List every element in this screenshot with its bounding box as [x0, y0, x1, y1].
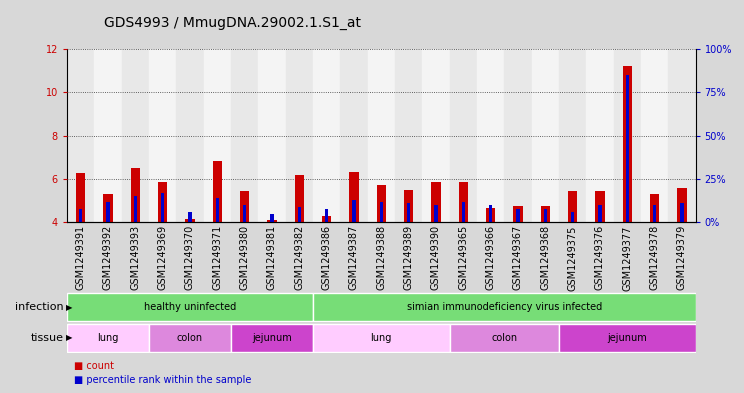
Bar — [76, 173, 86, 222]
Bar — [94, 49, 121, 222]
Bar — [598, 205, 602, 222]
Text: ▶: ▶ — [66, 303, 73, 312]
Bar — [243, 205, 246, 222]
Text: GDS4993 / MmugDNA.29002.1.S1_at: GDS4993 / MmugDNA.29002.1.S1_at — [104, 16, 361, 30]
Bar — [270, 214, 274, 222]
Bar — [668, 49, 696, 222]
Bar — [204, 49, 231, 222]
Bar — [286, 49, 313, 222]
Bar — [449, 324, 559, 352]
Bar — [240, 191, 249, 222]
Bar — [67, 293, 313, 321]
Bar — [231, 49, 258, 222]
Bar — [532, 49, 559, 222]
Bar — [349, 171, 359, 222]
Bar — [121, 49, 149, 222]
Bar — [231, 324, 313, 352]
Bar — [313, 49, 340, 222]
Bar — [626, 75, 629, 222]
Bar — [568, 191, 577, 222]
Bar — [641, 49, 668, 222]
Bar — [134, 196, 137, 222]
Bar — [130, 168, 140, 222]
Text: tissue: tissue — [31, 333, 63, 343]
Bar — [407, 203, 410, 222]
Bar — [325, 209, 328, 222]
Text: colon: colon — [177, 333, 203, 343]
Bar — [106, 202, 109, 222]
Bar — [176, 49, 204, 222]
Bar — [267, 220, 277, 222]
Bar — [188, 212, 192, 222]
Bar — [395, 49, 423, 222]
Bar — [404, 190, 414, 222]
Bar — [213, 161, 222, 222]
Bar — [614, 49, 641, 222]
Bar — [449, 49, 477, 222]
Bar — [595, 191, 605, 222]
Bar — [559, 49, 586, 222]
Bar — [541, 206, 550, 222]
Bar — [513, 206, 523, 222]
Text: simian immunodeficiency virus infected: simian immunodeficiency virus infected — [407, 302, 602, 312]
Bar — [586, 49, 614, 222]
Text: lung: lung — [371, 333, 392, 343]
Text: ▶: ▶ — [66, 333, 73, 342]
Bar — [376, 185, 386, 222]
Bar — [571, 212, 574, 222]
Bar — [79, 209, 83, 222]
Bar — [650, 194, 659, 222]
Bar — [677, 188, 687, 222]
Bar — [149, 49, 176, 222]
Bar — [489, 205, 493, 222]
Text: infection: infection — [15, 302, 63, 312]
Bar — [67, 49, 94, 222]
Bar — [423, 49, 449, 222]
Bar — [149, 324, 231, 352]
Bar — [653, 205, 656, 222]
Text: jejunum: jejunum — [607, 333, 647, 343]
Bar — [516, 209, 519, 222]
Text: jejunum: jejunum — [252, 333, 292, 343]
Bar — [353, 200, 356, 222]
Bar — [458, 182, 468, 222]
Text: lung: lung — [97, 333, 118, 343]
Text: healthy uninfected: healthy uninfected — [144, 302, 236, 312]
Text: ■ count: ■ count — [74, 361, 115, 371]
Bar — [322, 216, 331, 222]
Bar — [103, 194, 113, 222]
Bar — [313, 293, 696, 321]
Bar — [462, 202, 465, 222]
Text: ■ percentile rank within the sample: ■ percentile rank within the sample — [74, 375, 251, 385]
Bar — [340, 49, 368, 222]
Bar — [544, 209, 547, 222]
Text: colon: colon — [491, 333, 517, 343]
Bar — [185, 219, 195, 222]
Bar — [623, 66, 632, 222]
Bar — [295, 175, 304, 222]
Bar — [298, 207, 301, 222]
Bar — [680, 203, 684, 222]
Bar — [477, 49, 504, 222]
Bar — [434, 205, 437, 222]
Bar — [504, 49, 532, 222]
Bar — [486, 208, 496, 222]
Bar — [161, 193, 164, 222]
Bar — [432, 182, 440, 222]
Bar — [368, 49, 395, 222]
Bar — [313, 324, 449, 352]
Bar — [559, 324, 696, 352]
Bar — [379, 202, 383, 222]
Bar — [67, 324, 149, 352]
Bar — [216, 198, 219, 222]
Bar — [258, 49, 286, 222]
Bar — [158, 182, 167, 222]
